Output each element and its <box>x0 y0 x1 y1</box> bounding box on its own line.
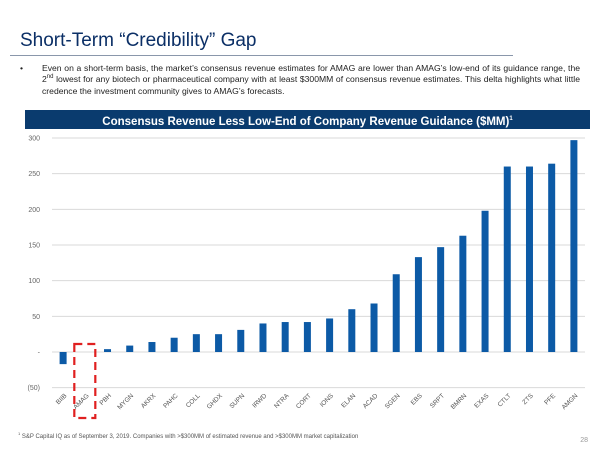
bar-akrx <box>148 342 156 352</box>
x-tick-label: EBS <box>410 392 425 407</box>
x-tick-label: ELAN <box>340 392 357 409</box>
x-tick-label: AKRX <box>140 392 158 410</box>
bar-biib <box>59 352 67 365</box>
bar-ions <box>326 318 334 352</box>
y-tick-label: - <box>38 350 41 357</box>
x-tick-label: IRWD <box>251 392 268 409</box>
bar-elan <box>348 309 356 352</box>
x-tick-label: CORT <box>295 392 313 410</box>
bar-sgen <box>392 274 400 352</box>
bullet-text-part1: Even on a short-term basis, the market’s… <box>42 63 580 85</box>
x-tick-label: CTLT <box>497 392 513 408</box>
bar-acad <box>370 303 378 352</box>
x-tick-label: PAHC <box>162 392 180 410</box>
bar-zts <box>525 166 533 352</box>
bar-pbh <box>104 349 112 352</box>
x-tick-label: PFE <box>543 392 557 406</box>
bar-ebs <box>414 257 422 352</box>
x-tick-label: BMRN <box>450 392 469 411</box>
x-tick-label: ZTS <box>521 392 535 406</box>
chart-header-footnote-ref: 1 <box>509 116 513 122</box>
bullet-point: • Even on a short-term basis, the market… <box>20 63 580 97</box>
y-tick-label: 100 <box>28 278 40 285</box>
bar-pfe <box>548 163 556 352</box>
bars <box>59 140 578 365</box>
footnote: 1 S&P Capital IQ as of September 3, 2019… <box>18 431 358 440</box>
bullet-marker: • <box>20 63 24 73</box>
bar-bmrn <box>459 235 467 352</box>
y-tick-label: (50) <box>28 385 40 392</box>
x-tick-label: SGEN <box>384 392 402 410</box>
x-tick-label: PBH <box>99 392 114 407</box>
bar-supn <box>237 329 245 352</box>
y-tick-label: 300 <box>28 136 40 143</box>
bar-mygn <box>126 345 134 352</box>
y-axis-ticks: (50) - 50 100 150 200 250 300 <box>28 136 41 393</box>
x-tick-label: IONS <box>319 392 336 409</box>
y-tick-label: 200 <box>28 207 40 214</box>
bar-ghdx <box>215 334 223 352</box>
highlight-box <box>73 342 97 420</box>
x-tick-label: AMGN <box>561 392 580 411</box>
x-tick-label: COLL <box>185 392 202 409</box>
x-tick-label: ACAD <box>362 392 380 410</box>
bullet-text-part2: lowest for any biotech or pharmaceutical… <box>42 74 580 96</box>
y-tick-label: 250 <box>28 171 40 178</box>
bullet-text: Even on a short-term basis, the market’s… <box>42 63 580 97</box>
x-tick-label: SRPT <box>429 392 446 409</box>
title-divider <box>10 55 513 56</box>
page-number: 28 <box>580 437 588 444</box>
x-tick-label: GHDX <box>206 392 225 411</box>
bar-amgn <box>570 140 578 352</box>
footnote-text: S&P Capital IQ as of September 3, 2019. … <box>20 434 359 440</box>
bar-irwd <box>259 323 267 352</box>
x-tick-label: MYGN <box>116 392 135 411</box>
x-tick-label: BIIB <box>55 392 69 406</box>
x-tick-label: NTRA <box>273 392 291 410</box>
bar-ntra <box>281 322 289 352</box>
slide-title: Short-Term “Credibility” Gap <box>20 30 257 51</box>
x-tick-label: EXAS <box>473 392 491 410</box>
x-tick-label: SUPN <box>228 392 246 410</box>
chart-header-text: Consensus Revenue Less Low-End of Compan… <box>102 115 510 128</box>
chart-header: Consensus Revenue Less Low-End of Compan… <box>25 110 590 129</box>
x-axis-labels: BIIB AMAG PBH MYGN AKRX PAHC COLL GHDX SUPN IRWD N… <box>55 392 580 411</box>
bar-pahc <box>170 337 178 352</box>
bar-srpt <box>437 247 445 352</box>
gridlines <box>52 137 585 389</box>
bullet-superscript: nd <box>46 74 54 81</box>
highlight-box-group <box>73 342 97 420</box>
bar-ctlt <box>503 166 511 352</box>
footnote-ref: 1 <box>18 431 21 436</box>
y-tick-label: 150 <box>28 243 40 250</box>
bar-exas <box>481 210 489 352</box>
bar-coll <box>192 334 200 352</box>
y-tick-label: 50 <box>32 314 40 321</box>
bar-cort <box>303 322 311 352</box>
